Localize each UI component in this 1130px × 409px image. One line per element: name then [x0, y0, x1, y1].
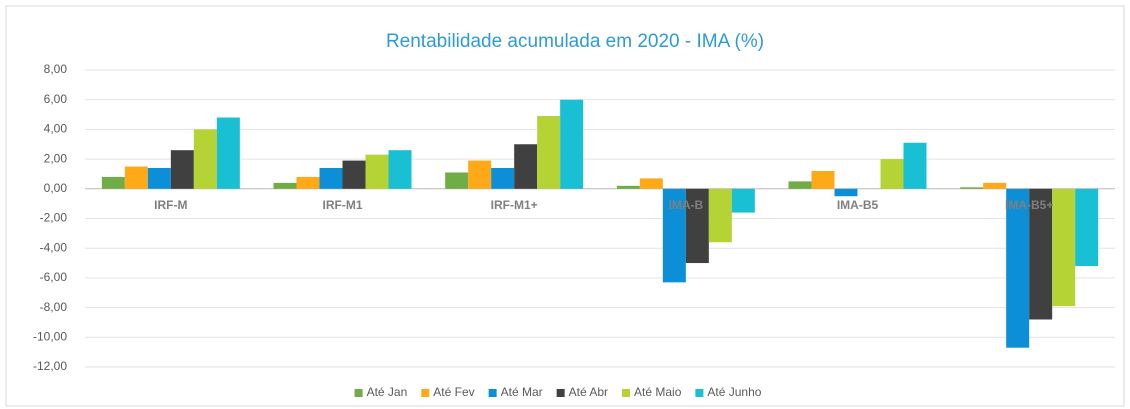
bar [811, 170, 835, 189]
bar [616, 185, 640, 189]
y-tick-label: -12,00 [33, 359, 67, 373]
bar [170, 150, 194, 189]
x-tick-label: IMA-B5 [837, 198, 879, 212]
bar [662, 188, 686, 283]
legend-swatch [421, 389, 430, 397]
chart-title: Rentabilidade acumulada em 2020 - IMA (%… [386, 31, 764, 52]
bar [983, 182, 1007, 189]
y-tick-label: -2,00 [40, 211, 68, 225]
x-tick-label: IMA-B5+ [1005, 198, 1053, 212]
legend-label: Até Abr [569, 385, 608, 399]
bar [193, 129, 217, 189]
bar [880, 159, 904, 189]
bar [685, 188, 709, 264]
bar [560, 99, 584, 189]
legend-label: Até Mar [501, 385, 543, 399]
y-tick-label: -6,00 [40, 270, 68, 284]
y-tick-label: 8,00 [44, 62, 68, 76]
bar [1075, 188, 1099, 267]
bar [903, 142, 927, 189]
y-tick-label: -10,00 [33, 329, 67, 343]
y-tick-label: -8,00 [40, 300, 68, 314]
y-tick-label: 2,00 [44, 151, 68, 165]
bar [216, 117, 240, 189]
bar [639, 178, 663, 189]
x-tick-label: IMA-B [668, 198, 703, 212]
x-tick-label: IRF-M1 [323, 198, 363, 212]
bar [468, 160, 492, 189]
legend-swatch [354, 389, 363, 397]
bar [365, 154, 389, 189]
legend-label: Até Fev [433, 385, 474, 399]
bar [731, 188, 755, 213]
bar [101, 176, 125, 189]
chart-border [5, 5, 1125, 407]
bar [1006, 188, 1030, 348]
bar [445, 172, 469, 189]
legend-label: Até Maio [634, 385, 682, 399]
x-tick-label: IRF-M1+ [491, 198, 538, 212]
bar [124, 166, 148, 189]
bar [537, 116, 561, 189]
bar [296, 176, 320, 189]
bar [147, 168, 171, 189]
y-tick-label: 0,00 [44, 181, 68, 195]
y-tick-label: -4,00 [40, 240, 68, 254]
bar [319, 168, 343, 189]
legend-swatch [622, 389, 631, 397]
bar [491, 168, 515, 189]
bar [960, 187, 984, 189]
bar [1029, 188, 1053, 320]
bar [1052, 188, 1076, 307]
legend-swatch [488, 389, 497, 397]
y-tick-label: 6,00 [44, 92, 68, 106]
legend-swatch [695, 389, 704, 397]
x-tick-label: IRF-M [154, 198, 187, 212]
legend-label: Até Junho [707, 385, 761, 399]
legend-label: Até Jan [367, 385, 408, 399]
bar [708, 188, 732, 243]
y-tick-label: 4,00 [44, 122, 68, 136]
bar [834, 188, 858, 197]
bar [514, 144, 538, 189]
bar [342, 160, 366, 189]
bar [273, 182, 297, 189]
legend-swatch [556, 389, 565, 397]
bar [388, 150, 412, 189]
bar [788, 181, 812, 189]
